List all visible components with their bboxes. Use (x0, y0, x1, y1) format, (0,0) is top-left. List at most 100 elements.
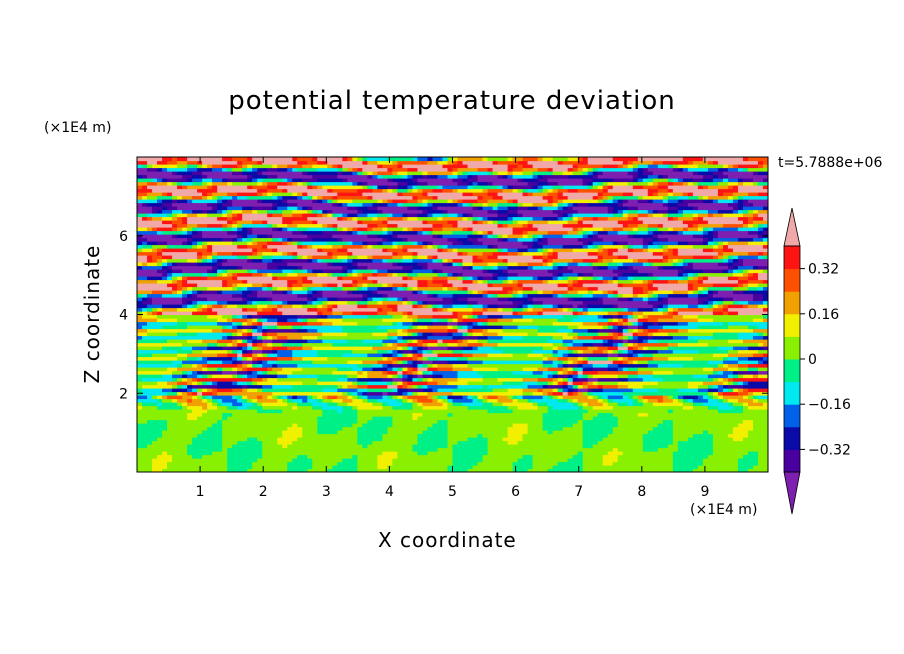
field-cell (507, 374, 514, 379)
field-cell (592, 461, 599, 466)
field-cell (277, 349, 283, 354)
field-cell (387, 398, 394, 403)
field-cell (152, 437, 158, 442)
field-cell (687, 468, 694, 472)
field-cell (757, 451, 764, 456)
field-cell (162, 381, 168, 386)
field-cell (547, 447, 554, 452)
field-cell (202, 384, 208, 389)
field-cell (292, 454, 298, 459)
field-cell (337, 451, 343, 456)
field-cell (722, 440, 729, 445)
field-cell (247, 430, 253, 435)
field-cell (597, 377, 604, 382)
field-cell (362, 356, 368, 361)
field-cell (487, 374, 494, 379)
field-cell (737, 353, 744, 358)
field-cell (312, 332, 318, 337)
field-cell (597, 339, 604, 344)
field-cell (517, 402, 524, 407)
field-cell (692, 447, 699, 452)
field-cell (192, 437, 198, 442)
field-cell (682, 426, 689, 431)
field-cell (227, 388, 233, 393)
field-cell (362, 426, 368, 431)
field-cell (497, 353, 504, 358)
field-cell (172, 339, 178, 344)
field-cell (287, 384, 293, 389)
field-cell (552, 430, 559, 435)
field-cell (572, 335, 579, 340)
field-cell (147, 367, 153, 372)
field-cell (142, 335, 148, 340)
field-cell (502, 381, 509, 386)
field-cell (542, 374, 549, 379)
field-cell (227, 430, 233, 435)
field-cell (427, 433, 434, 438)
field-cell (182, 465, 188, 470)
field-cell (402, 342, 409, 347)
field-cell (452, 398, 459, 403)
field-cell (302, 335, 308, 340)
field-cell (537, 409, 544, 414)
field-cell (527, 381, 534, 386)
field-cell (322, 458, 328, 463)
field-cell (702, 451, 709, 456)
field-cell (137, 468, 143, 472)
field-cell (142, 374, 148, 379)
field-cell (547, 388, 554, 393)
field-cell (427, 332, 434, 337)
field-cell (637, 381, 644, 386)
field-cell (317, 398, 323, 403)
field-cell (512, 342, 519, 347)
field-cell (557, 395, 564, 400)
field-cell (167, 447, 173, 452)
field-cell (232, 444, 238, 449)
field-cell (742, 349, 749, 354)
field-cell (172, 356, 178, 361)
field-cell (657, 377, 664, 382)
field-cell (247, 433, 253, 438)
field-cell (612, 451, 619, 456)
field-cell (667, 444, 674, 449)
field-cell (317, 374, 323, 379)
field-cell (287, 454, 293, 459)
field-cell (207, 353, 213, 358)
field-cell (537, 430, 544, 435)
field-cell (292, 402, 298, 407)
field-cell (607, 430, 614, 435)
field-cell (512, 437, 519, 442)
field-cell (422, 377, 429, 382)
field-cell (672, 335, 679, 340)
field-cell (242, 416, 248, 421)
field-cell (407, 461, 414, 466)
field-cell (732, 458, 739, 463)
field-cell (452, 339, 459, 344)
field-cell (642, 426, 649, 431)
field-cell (197, 367, 203, 372)
field-cell (487, 388, 494, 393)
field-cell (322, 447, 328, 452)
field-cell (287, 360, 293, 365)
field-cell (662, 398, 669, 403)
field-cell (547, 444, 554, 449)
field-cell (542, 342, 549, 347)
field-cell (662, 342, 669, 347)
field-cell (232, 353, 238, 358)
field-cell (282, 342, 288, 347)
field-cell (637, 440, 644, 445)
field-cell (267, 465, 273, 470)
field-cell (312, 444, 318, 449)
field-cell (167, 395, 173, 400)
field-cell (177, 374, 183, 379)
field-cell (642, 374, 649, 379)
field-cell (187, 433, 193, 438)
field-cell (652, 412, 659, 417)
field-cell (182, 426, 188, 431)
field-cell (297, 381, 303, 386)
field-cell (247, 451, 253, 456)
field-cell (202, 444, 208, 449)
field-cell (742, 416, 749, 421)
field-cell (692, 419, 699, 424)
field-cell (642, 398, 649, 403)
